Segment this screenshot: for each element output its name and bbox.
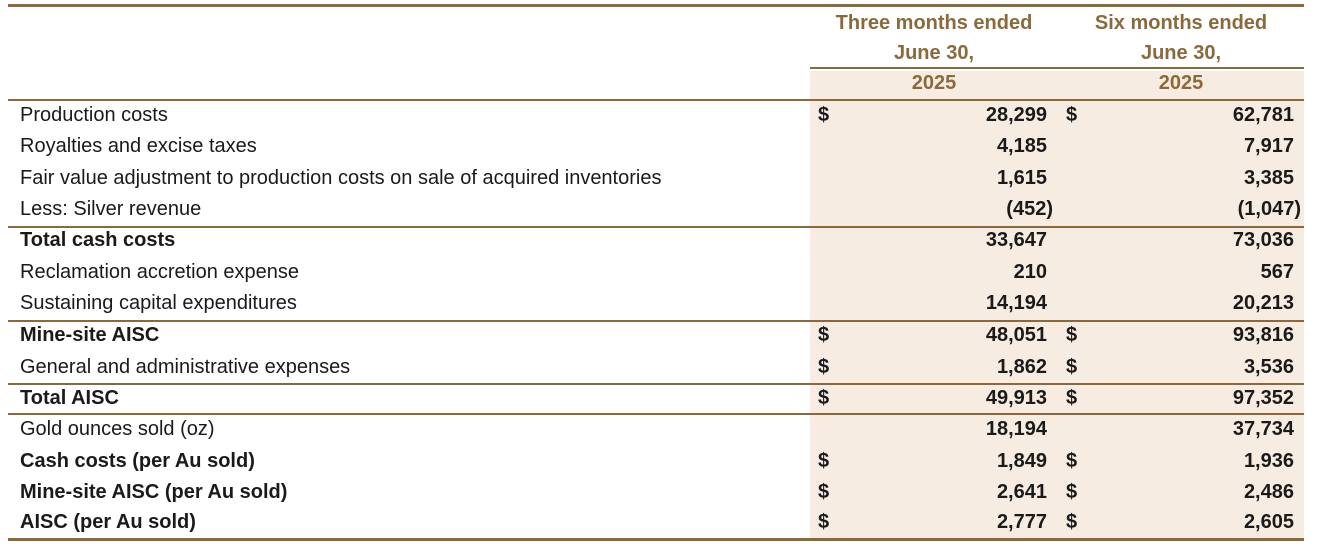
table-row: Fair value adjustment to production cost… [0, 163, 1330, 194]
currency-symbol: $ [1066, 324, 1078, 346]
three-month-value: 1,849 [996, 450, 1047, 472]
three-month-value: 1,615 [996, 167, 1047, 189]
header-period-rule [810, 67, 1304, 69]
table-row: Less: Silver revenue (452) (1,047) [0, 194, 1330, 225]
row-label: Cash costs (per Au sold) [20, 450, 255, 472]
currency-symbol: $ [818, 324, 830, 346]
data-columns-shading [810, 71, 1304, 540]
col2-header: Six months ended June 30, 2025 [1058, 8, 1304, 98]
table-row: Mine-site AISC $ 48,051 $ 93,816 [0, 320, 1330, 351]
six-month-value: 2,486 [1243, 481, 1294, 503]
three-month-value: 2,641 [996, 481, 1047, 503]
bottom-rule [8, 538, 1304, 541]
three-month-value: 18,194 [985, 418, 1047, 440]
table-row: General and administrative expenses $ 1,… [0, 352, 1330, 383]
col1-header-line2: June 30, [893, 42, 975, 64]
row-label: Mine-site AISC [20, 324, 160, 346]
total-aisc-bottom-rule [8, 413, 1304, 415]
currency-symbol: $ [818, 481, 830, 503]
table-row: Production costs $ 28,299 $ 62,781 [0, 100, 1330, 131]
row-label: Reclamation accretion expense [20, 261, 300, 283]
currency-symbol: $ [818, 356, 830, 378]
currency-symbol: $ [1066, 481, 1078, 503]
six-month-value: 1,936 [1243, 450, 1294, 472]
currency-symbol: $ [1066, 511, 1078, 533]
three-month-value: 210 [1013, 261, 1047, 283]
table-row: Sustaining capital expenditures 14,194 2… [0, 288, 1330, 319]
row-label: Sustaining capital expenditures [20, 292, 297, 314]
table-row: Total cash costs 33,647 73,036 [0, 225, 1330, 256]
row-label: Less: Silver revenue [20, 198, 202, 220]
three-month-value: 49,913 [985, 387, 1047, 409]
table-row: Total AISC $ 49,913 $ 97,352 [0, 383, 1330, 414]
row-label: Fair value adjustment to production cost… [20, 167, 662, 189]
six-month-value: 20,213 [1232, 292, 1294, 314]
currency-symbol: $ [1066, 356, 1078, 378]
three-month-value: 14,194 [985, 292, 1047, 314]
table-row: AISC (per Au sold) $ 2,777 $ 2,605 [0, 507, 1330, 538]
currency-symbol: $ [818, 450, 830, 472]
six-month-value: (1,047) [1237, 198, 1301, 220]
three-month-value: 4,185 [996, 135, 1047, 157]
col2-header-line1: Six months ended [1094, 12, 1268, 34]
row-label: Total AISC [20, 387, 119, 409]
col1-header-line1: Three months ended [835, 12, 1033, 34]
three-month-value: (452) [1006, 198, 1053, 220]
header-bottom-rule [8, 99, 1304, 101]
table-row: Mine-site AISC (per Au sold) $ 2,641 $ 2… [0, 477, 1330, 508]
table-row: Reclamation accretion expense 210 567 [0, 257, 1330, 288]
three-month-value: 2,777 [996, 511, 1047, 533]
row-label: Total cash costs [20, 229, 176, 251]
col1-header-year: 2025 [911, 72, 957, 94]
six-month-value: 7,917 [1243, 135, 1294, 157]
table-row: Gold ounces sold (oz) 18,194 37,734 [0, 414, 1330, 445]
col2-header-line2: June 30, [1140, 42, 1222, 64]
six-month-value: 62,781 [1232, 104, 1294, 126]
three-month-value: 48,051 [985, 324, 1047, 346]
row-label: Production costs [20, 104, 168, 126]
table-row: Royalties and excise taxes 4,185 7,917 [0, 131, 1330, 162]
row-label: General and administrative expenses [20, 356, 351, 378]
currency-symbol: $ [818, 104, 830, 126]
six-month-value: 37,734 [1232, 418, 1294, 440]
currency-symbol: $ [1066, 450, 1078, 472]
currency-symbol: $ [818, 387, 830, 409]
six-month-value: 3,385 [1243, 167, 1294, 189]
six-month-value: 93,816 [1232, 324, 1294, 346]
currency-symbol: $ [1066, 104, 1078, 126]
six-month-value: 73,036 [1232, 229, 1294, 251]
row-label: AISC (per Au sold) [20, 511, 196, 533]
col2-header-year: 2025 [1158, 72, 1204, 94]
total-cash-costs-rule [8, 226, 1304, 228]
three-month-value: 33,647 [985, 229, 1047, 251]
top-rule [8, 4, 1304, 7]
row-label: Royalties and excise taxes [20, 135, 257, 157]
six-month-value: 2,605 [1243, 511, 1294, 533]
three-month-value: 28,299 [985, 104, 1047, 126]
row-label: Gold ounces sold (oz) [20, 418, 215, 440]
currency-symbol: $ [1066, 387, 1078, 409]
six-month-value: 567 [1260, 261, 1294, 283]
row-label: Mine-site AISC (per Au sold) [20, 481, 288, 503]
col1-header: Three months ended June 30, 2025 [810, 8, 1058, 98]
currency-symbol: $ [818, 511, 830, 533]
six-month-value: 97,352 [1232, 387, 1294, 409]
table-row: Cash costs (per Au sold) $ 1,849 $ 1,936 [0, 446, 1330, 477]
six-month-value: 3,536 [1243, 356, 1294, 378]
total-aisc-top-rule [8, 383, 1304, 385]
mine-site-aisc-rule [8, 320, 1304, 322]
three-month-value: 1,862 [996, 356, 1047, 378]
